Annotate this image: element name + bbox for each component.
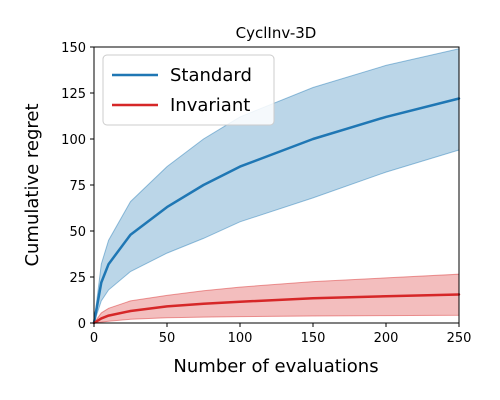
legend-label-invariant: Invariant [170,95,250,116]
band-invariant [92,273,460,324]
y-tick-label: 100 [61,133,86,148]
y-tick-label: 50 [69,225,86,240]
x-tick-label: 250 [447,331,472,346]
y-tick-label: 125 [61,87,86,102]
chart-title: CyclInv-3D [236,24,317,42]
y-axis: 0 25 50 75 100 125 150 [61,41,94,332]
x-tick-label: 50 [159,331,176,346]
line-standard [92,97,461,325]
x-tick-label: 100 [228,331,253,346]
legend: Standard Invariant [102,54,275,126]
legend-label-standard: Standard [170,65,252,86]
x-tick-label: 200 [374,331,399,346]
y-tick-label: 25 [69,271,86,286]
y-axis-label: Cumulative regret [22,103,43,266]
y-tick-label: 0 [78,317,86,332]
series-lines [92,97,461,325]
line-invariant [92,293,461,325]
x-tick-label: 150 [301,331,326,346]
y-tick-label: 150 [61,41,86,56]
x-axis-label: Number of evaluations [173,356,378,377]
legend-box [102,54,275,126]
x-tick-label: 0 [90,331,98,346]
y-tick-label: 75 [69,179,86,194]
x-axis: 0 50 100 150 200 250 [90,323,472,346]
